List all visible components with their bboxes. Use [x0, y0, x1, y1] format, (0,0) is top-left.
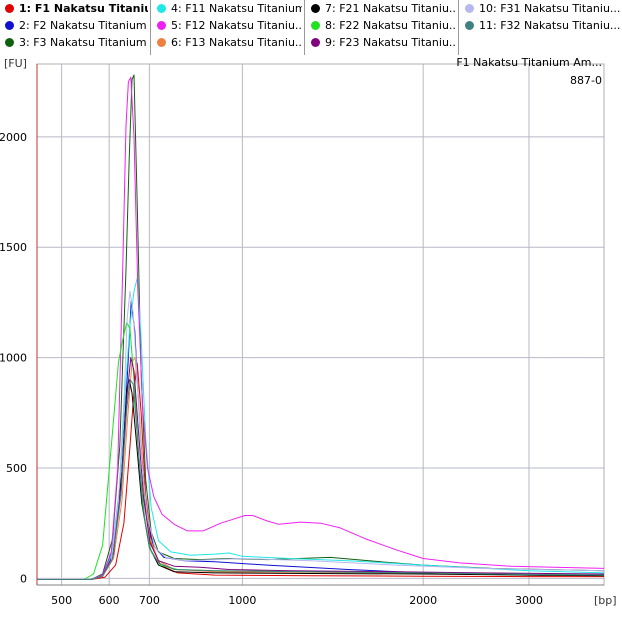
legend-item-4[interactable]: 4: F11 Nakatsu Titanium... [152, 0, 302, 17]
legend-item-label: 6: F13 Nakatsu Titaniu... [171, 36, 302, 49]
legend-item-label: 11: F32 Nakatsu Titaniu... [479, 19, 621, 32]
legend-divider [150, 0, 151, 55]
y-tick-labels: 0 500 1000 1500 2000 [0, 131, 27, 586]
legend-column-1: 1: F1 Nakatsu Titaniu... 2: F2 Nakatsu T… [0, 0, 148, 55]
grid [37, 64, 604, 585]
legend-swatch-icon [311, 21, 320, 30]
plot-frame [36, 63, 605, 586]
legend-column-3: 7: F21 Nakatsu Titaniu... 8: F22 Nakatsu… [306, 0, 456, 55]
series-group [37, 74, 605, 580]
legend-swatch-icon [5, 4, 14, 13]
sample-title: F1 Nakatsu Titanium Am... [456, 56, 602, 69]
legend-item-9[interactable]: 9: F23 Nakatsu Titaniu... [306, 34, 456, 51]
series-line-4 [37, 277, 605, 580]
x-tick-label: 3000 [515, 594, 543, 607]
legend-swatch-icon [157, 4, 166, 13]
x-axis-unit: [bp] [594, 594, 617, 607]
legend-item-11[interactable]: 11: F32 Nakatsu Titaniu... [460, 17, 622, 34]
y-tick-label: 1500 [0, 241, 27, 254]
x-tick-label: 1000 [228, 594, 256, 607]
legend-item-1[interactable]: 1: F1 Nakatsu Titaniu... [0, 0, 148, 17]
x-tick-label: 2000 [409, 594, 437, 607]
legend-item-3[interactable]: 3: F3 Nakatsu Titanium ... [0, 34, 148, 51]
legend-swatch-icon [311, 4, 320, 13]
legend-divider [304, 0, 305, 55]
y-tick-label: 1000 [0, 352, 27, 365]
y-tick-label: 500 [6, 462, 27, 475]
legend-item-label: 2: F2 Nakatsu Titanium ... [19, 19, 148, 32]
series-line-5 [37, 76, 605, 580]
legend-item-label: 1: F1 Nakatsu Titaniu... [19, 2, 148, 15]
x-tick-label: 600 [99, 594, 120, 607]
legend-swatch-icon [465, 21, 474, 30]
legend-item-label: 10: F31 Nakatsu Titaniu... [479, 2, 621, 15]
y-tick-label: 0 [20, 572, 27, 585]
legend-item-label: 7: F21 Nakatsu Titaniu... [325, 2, 456, 15]
y-tick-label: 2000 [0, 131, 27, 144]
legend-swatch-icon [311, 38, 320, 47]
legend-column-2: 4: F11 Nakatsu Titanium... 5: F12 Nakats… [152, 0, 302, 55]
x-tick-labels: 500 600 700 1000 2000 3000 [51, 594, 543, 607]
legend-item-label: 9: F23 Nakatsu Titaniu... [325, 36, 456, 49]
y-axis-unit: [FU] [4, 57, 27, 70]
legend-swatch-icon [5, 21, 14, 30]
legend-item-label: 8: F22 Nakatsu Titaniu... [325, 19, 456, 32]
legend-column-4: 10: F31 Nakatsu Titaniu... 11: F32 Nakat… [460, 0, 622, 55]
series-line-10 [37, 290, 605, 580]
legend-swatch-icon [5, 38, 14, 47]
legend-item-label: 3: F3 Nakatsu Titanium ... [19, 36, 148, 49]
legend-item-7[interactable]: 7: F21 Nakatsu Titaniu... [306, 0, 456, 17]
legend-item-label: 5: F12 Nakatsu Titaniu... [171, 19, 302, 32]
legend-item-label: 4: F11 Nakatsu Titanium... [171, 2, 302, 15]
legend-swatch-icon [157, 38, 166, 47]
legend-item-5[interactable]: 5: F12 Nakatsu Titaniu... [152, 17, 302, 34]
legend-item-6[interactable]: 6: F13 Nakatsu Titaniu... [152, 34, 302, 51]
legend-swatch-icon [465, 4, 474, 13]
legend-item-2[interactable]: 2: F2 Nakatsu Titanium ... [0, 17, 148, 34]
x-tick-label: 700 [139, 594, 160, 607]
sample-id: 887-0 [570, 74, 602, 87]
series-line-1 [37, 362, 604, 580]
electropherogram-chart: 0 500 1000 1500 2000 500 600 700 1000 2000 3000 [… [0, 56, 617, 607]
legend: 1: F1 Nakatsu Titaniu... 2: F2 Nakatsu T… [0, 0, 622, 55]
series-line-3 [37, 74, 605, 580]
legend-item-8[interactable]: 8: F22 Nakatsu Titaniu... [306, 17, 456, 34]
legend-swatch-icon [157, 21, 166, 30]
series-line-11 [37, 379, 605, 580]
legend-divider [458, 0, 459, 55]
legend-item-10[interactable]: 10: F31 Nakatsu Titaniu... [460, 0, 622, 17]
x-tick-label: 500 [51, 594, 72, 607]
